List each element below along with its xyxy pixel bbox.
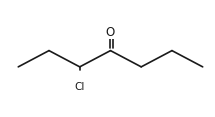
Text: O: O [106,26,115,38]
Text: Cl: Cl [75,82,85,92]
